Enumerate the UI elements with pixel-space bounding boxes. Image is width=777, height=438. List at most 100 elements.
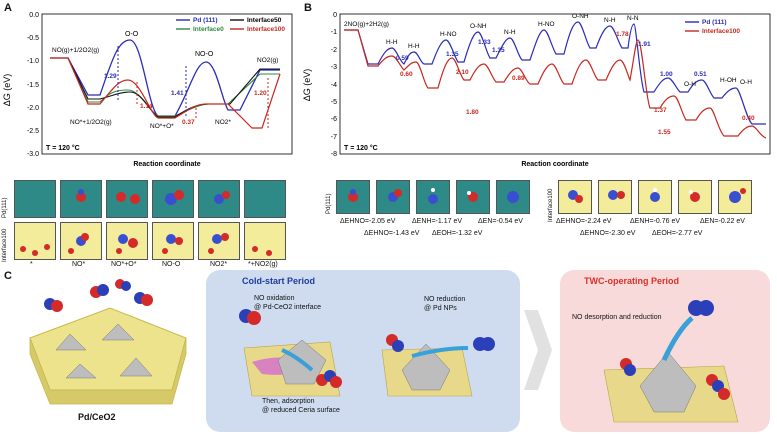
cold-start-illustration: [239, 309, 495, 397]
ytick: -1: [331, 29, 337, 36]
model-ic-1: [14, 222, 56, 260]
ann-b-155: 1.55: [658, 129, 671, 136]
ann-noo: NO-O: [195, 51, 214, 58]
ann-b-start: 2NO(g)+2H2(g): [344, 21, 389, 28]
model-b-pd-1: [336, 180, 370, 214]
ann-b-nh1: N-H: [504, 29, 516, 36]
ann-b-040: 0.40: [742, 115, 755, 122]
model-row-label-pd: Pd(111): [2, 197, 8, 218]
ann-b-210: 2.10: [456, 69, 469, 76]
ann-oo: O-O: [125, 31, 139, 38]
energy-pd-hno2: ΔEHNO=-1.43 eV: [364, 230, 420, 237]
model-pd-4: [152, 180, 194, 218]
ann-no-g: NO(g)+1/2O2(g): [52, 47, 99, 54]
model-ic-6: [244, 222, 286, 260]
ann-b-191: 1.91: [638, 41, 651, 48]
legend-pd: Pd (111): [193, 17, 218, 24]
panel-b-legend: Pd (111) Interface100: [685, 19, 740, 35]
legend-interface100: Interface100: [247, 26, 285, 33]
model-pd-6: [244, 180, 286, 218]
model-caption: *+NO2(g): [248, 261, 278, 268]
ann-120: 1.20: [254, 90, 267, 97]
model-row-label-ic: Interface100: [2, 228, 8, 262]
energy-pd-oh: ΔEOH=-1.32 eV: [432, 230, 483, 237]
ytick: -6: [331, 116, 337, 123]
model-b-row-ic: Interface100: [548, 188, 554, 222]
adsorption-label: Then, adsorption: [262, 398, 315, 405]
cold-start-title: Cold-start Period: [242, 276, 316, 286]
model-caption: NO-O: [162, 261, 181, 268]
model-b-ic-1: [558, 180, 592, 214]
ann-114: 1.14: [140, 103, 153, 110]
ytick: -4: [331, 82, 337, 89]
model-ic-3: [106, 222, 148, 260]
ann-no2-star: NO2*: [215, 119, 231, 126]
legend-interface50: Interface50: [247, 17, 282, 24]
energy-pd-nh: ΔENH=-1.17 eV: [412, 218, 463, 225]
ytick: -5: [331, 99, 337, 106]
no-oxidation-label: NO oxidation: [254, 295, 295, 302]
ann-b-hoh: H-OH: [720, 77, 737, 84]
ann-b-059: 0.59: [396, 55, 409, 62]
ann-b-133: 1.33: [478, 39, 491, 46]
panel-b-chart: 0 -1 -2 -3 -4 -5 -6 -7 -8 ΔG (eV) Reacti…: [302, 12, 771, 168]
model-b-ic-4: [678, 180, 712, 214]
model-b-pd-5: [496, 180, 530, 214]
panel-b-ylabel: ΔG (eV): [302, 69, 312, 102]
ann-b-hh1: H-H: [386, 39, 398, 46]
series-interface100: [50, 57, 281, 129]
ann-141: 1.41: [171, 90, 184, 97]
ann-noo-star: NO*+O*: [150, 123, 174, 130]
catalyst-illustration: [29, 279, 187, 405]
twc-illustration: [603, 300, 739, 423]
ytick: -7: [331, 134, 337, 141]
panel-a-label: A: [4, 2, 12, 14]
panel-b-xlabel: Reaction coordinate: [521, 161, 588, 168]
legend-b-pd: Pd (111): [702, 19, 727, 26]
gas-molecules: [44, 279, 153, 312]
ann-b-onh1: O-NH: [470, 23, 487, 30]
ytick: -3.0: [27, 151, 39, 158]
ann-b-135a: 1.35: [446, 51, 459, 58]
adsorption-site: @ reduced Ceria surface: [262, 407, 340, 414]
ann-b-089: 0.89: [512, 75, 525, 82]
model-b-ic-5: [718, 180, 752, 214]
model-ic-5: [198, 222, 240, 260]
energy-pd-hno1: ΔEHNO=-2.05 eV: [340, 218, 396, 225]
panel-b-label: B: [304, 2, 312, 14]
no-oxidation-site: @ Pd-CeO2 interface: [254, 304, 322, 311]
legend-interface0: Interface0: [193, 26, 224, 33]
energy-ic-nh: ΔENH=-0.76 eV: [630, 218, 681, 225]
panel-a-ylabel: ΔG (eV): [2, 74, 12, 107]
model-b-ic-3: [638, 180, 672, 214]
ann-b-137: 1.37: [654, 107, 667, 114]
panel-b-temperature: T = 120 °C: [344, 144, 378, 152]
ann-037: 0.37: [182, 119, 195, 126]
ann-b-hno1: H-NO: [440, 31, 457, 38]
model-caption: NO*: [72, 261, 86, 268]
panel-a-yticks: 0.0 -0.5 -1.0 -1.5 -2.0 -2.5 -3.0: [27, 12, 39, 158]
ann-no2g: NO2(g): [257, 57, 278, 64]
ann-b-051: 0.51: [694, 71, 707, 78]
model-ic-2: [60, 222, 102, 260]
panel-b-yticks: 0 -1 -2 -3 -4 -5 -6 -7 -8: [331, 12, 337, 158]
energy-pd-n: ΔEN=-0.54 eV: [478, 218, 523, 225]
no-reduction-site: @ Pd NPs: [424, 305, 457, 312]
panel-a-chart: 0.0 -0.5 -1.0 -1.5 -2.0 -2.5 -3.0 ΔG (eV…: [2, 12, 293, 168]
series-b-pd: [344, 21, 766, 125]
model-b-pd-3: [416, 180, 450, 214]
ytick: -2.5: [27, 128, 39, 135]
ann-b-135b: 1.35: [492, 47, 505, 54]
ann-b-oh1: O-H: [684, 81, 696, 88]
ann-b-onh2: O-NH: [572, 13, 589, 20]
twc-title: TWC-operating Period: [584, 276, 679, 286]
model-b-pd-2: [376, 180, 410, 214]
model-b-ic-2: [598, 180, 632, 214]
period-arrow: [524, 310, 552, 390]
model-pd-2: [60, 180, 102, 218]
ann-b-100: 1.00: [660, 71, 673, 78]
ytick: -1.0: [27, 58, 39, 65]
ytick: -2: [331, 47, 337, 54]
energy-ic-oh: ΔEOH=-2.77 eV: [652, 230, 703, 237]
ytick: -3: [331, 64, 337, 71]
